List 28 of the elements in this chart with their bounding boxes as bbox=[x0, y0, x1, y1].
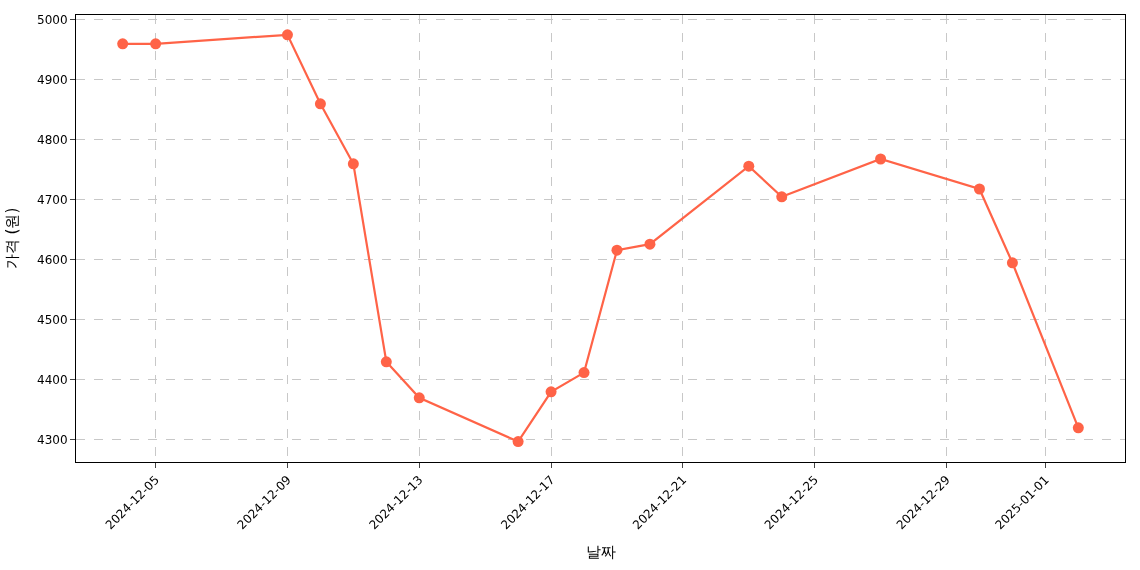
y-axis-title: 가격 (원) bbox=[3, 207, 22, 270]
point bbox=[1072, 422, 1084, 434]
point bbox=[611, 244, 623, 256]
point bbox=[314, 98, 326, 110]
point bbox=[973, 183, 985, 195]
point bbox=[281, 29, 293, 41]
point bbox=[1006, 257, 1018, 269]
y-tick-label: 4400 bbox=[37, 373, 68, 387]
y-tick-label: 4800 bbox=[37, 133, 68, 147]
point bbox=[875, 153, 887, 165]
x-axis-title: 날짜 bbox=[585, 543, 616, 562]
y-tick-label: 4900 bbox=[37, 73, 68, 87]
y-tick-label: 4300 bbox=[37, 433, 68, 447]
point bbox=[347, 158, 359, 170]
point bbox=[413, 392, 425, 404]
point bbox=[578, 367, 590, 379]
y-tick-label: 4600 bbox=[37, 253, 68, 267]
point bbox=[150, 38, 162, 50]
y-tick-label: 4500 bbox=[37, 313, 68, 327]
point bbox=[545, 386, 557, 398]
point bbox=[117, 38, 129, 50]
point bbox=[380, 356, 392, 368]
y-tick-label: 5000 bbox=[37, 13, 68, 27]
point bbox=[644, 238, 656, 250]
point bbox=[776, 191, 788, 203]
point bbox=[743, 160, 755, 172]
point bbox=[512, 436, 524, 448]
y-tick-label: 4700 bbox=[37, 193, 68, 207]
